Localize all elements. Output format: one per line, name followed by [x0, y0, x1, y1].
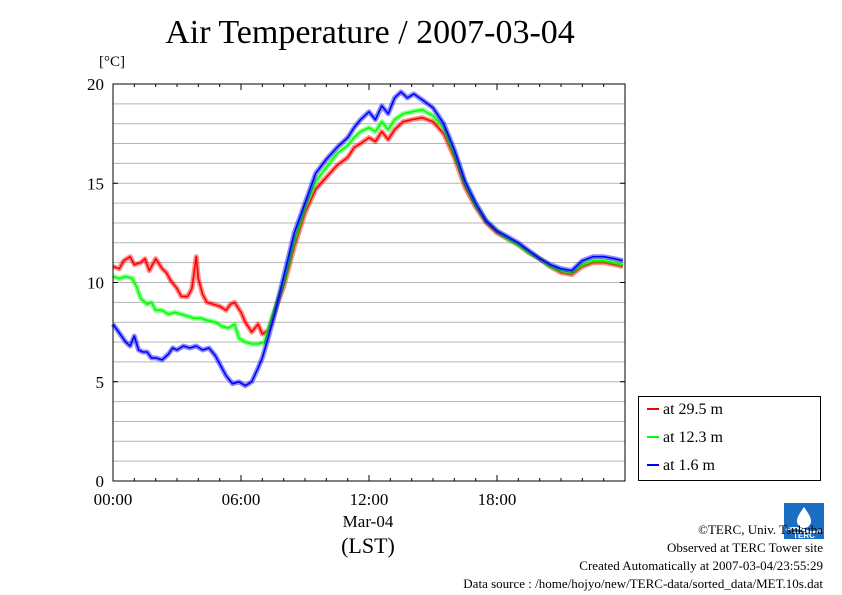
legend-item-29-5m: at 29.5 m: [647, 401, 723, 419]
logo-text: TERC: [793, 531, 815, 539]
chart-title: Air Temperature / 2007-03-04: [165, 14, 575, 51]
x-tick-label: 18:00: [478, 490, 517, 509]
observed-text: Observed at TERC Tower site: [666, 540, 823, 555]
legend-item-1-6m: at 1.6 m: [647, 457, 715, 475]
y-tick-label: 10: [87, 274, 104, 293]
legend-label-12-3m: at 12.3 m: [663, 429, 723, 446]
x-tick-label: 00:00: [94, 490, 133, 509]
series-lines: [110, 89, 624, 389]
series-line-2: [112, 91, 624, 387]
series-line-1: [112, 109, 624, 345]
legend-swatch-29-5m: [647, 408, 659, 411]
legend-item-12-3m: at 12.3 m: [647, 429, 723, 447]
y-tick-label: 0: [96, 472, 105, 491]
y-axis-unit-label: [°C]: [99, 54, 125, 70]
legend-label-29-5m: at 29.5 m: [663, 401, 723, 418]
series-band-1: [112, 107, 624, 347]
credits-block: ©TERC, Univ. Tsukuba Observed at TERC To…: [463, 521, 823, 593]
created-text: Created Automatically at 2007-03-04/23:5…: [579, 558, 823, 573]
series-line-0: [112, 116, 624, 335]
terc-logo-icon: TERC: [784, 503, 824, 539]
x-axis: 00:00 06:00 12:00 18:00: [94, 84, 626, 509]
source-text: Data source : /home/hojyo/new/TERC-data/…: [463, 576, 823, 591]
y-tick-label: 20: [87, 75, 104, 94]
y-tick-label: 5: [96, 373, 105, 392]
x-axis-date-label: Mar-04: [342, 512, 394, 531]
legend-swatch-12-3m: [647, 436, 659, 439]
y-axis: 0 5 10 15 20: [87, 75, 625, 491]
series-band-0: [112, 115, 624, 337]
copyright-text: ©TERC, Univ. Tsukuba: [698, 522, 823, 537]
x-axis-title: (LST): [341, 533, 395, 558]
legend: at 29.5 m at 12.3 m at 1.6 m: [638, 396, 821, 481]
legend-label-1-6m: at 1.6 m: [663, 457, 715, 474]
legend-swatch-1-6m: [647, 464, 659, 467]
x-tick-label: 12:00: [350, 490, 389, 509]
y-tick-label: 15: [87, 174, 104, 193]
grid-lines: [113, 103, 625, 462]
x-tick-label: 06:00: [222, 490, 261, 509]
